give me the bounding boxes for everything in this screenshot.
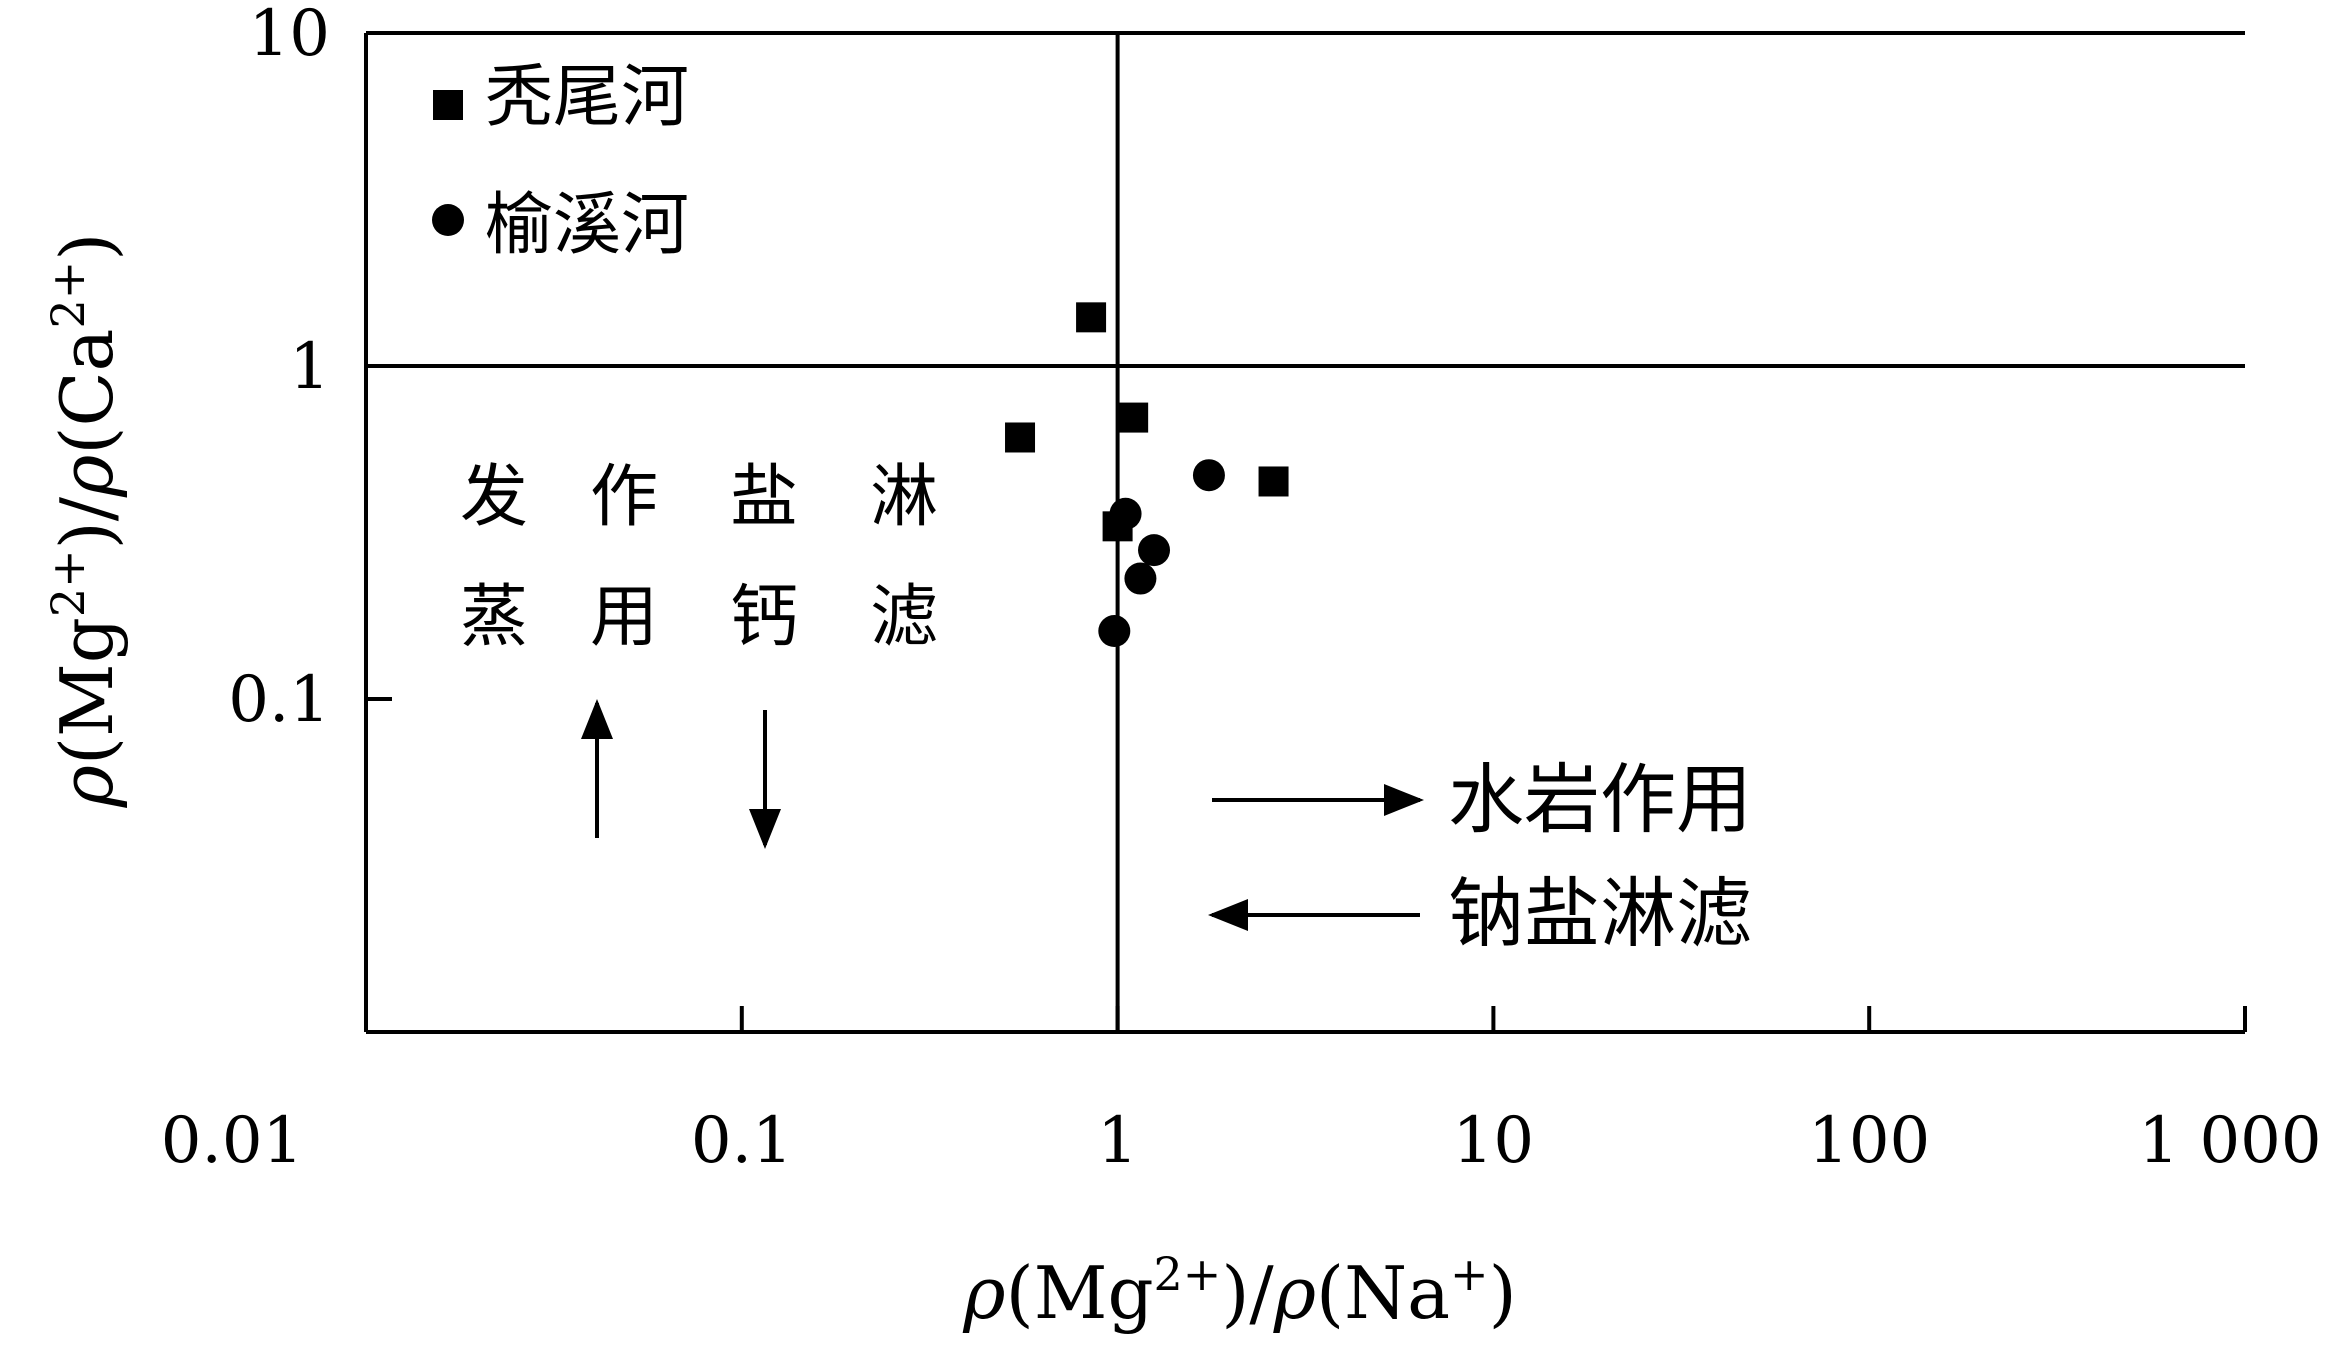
data-point-square (1118, 402, 1149, 433)
y-axis-title: ρ(Mg2+)/ρ(Ca2+) (41, 233, 129, 809)
y-tick-label: 10 (249, 0, 330, 71)
y-title-close-1: )/ (45, 496, 129, 549)
y-title-rho-1: ρ (45, 765, 129, 808)
y-tick-label: 1 (289, 330, 330, 404)
y-tick-labels: 0.1 1 10 (228, 0, 330, 737)
annotation-water-rock: 水岩作用 (1448, 755, 1752, 844)
vertical-annotations: 发蒸作用 盐钙淋滤 (460, 458, 938, 657)
x-tick-labels: 0.01 0.1 1 10 100 1 000 (161, 1104, 2322, 1178)
y-title-sup-2: 2+ (41, 261, 95, 329)
plot-frame (364, 31, 2245, 1034)
legend-square-marker (433, 90, 463, 120)
x-tick-label: 0.01 (161, 1104, 304, 1178)
data-point-circle (1138, 534, 1171, 567)
y-title-rho-2: ρ (45, 455, 129, 498)
x-tick-label: 1 000 (2138, 1104, 2321, 1178)
legend-label-series-1: 秃尾河 (485, 58, 689, 137)
data-point-circle (1192, 459, 1225, 492)
legend: 秃尾河 榆溪河 (432, 58, 689, 265)
x-axis-title: ρ(Mg2+)/ρ(Na+) (962, 1247, 1516, 1335)
annotation-calcium-leaching: 盐钙淋滤 (730, 458, 938, 657)
data-point-circle (1098, 615, 1131, 648)
annotation-evaporation: 发蒸作用 (460, 458, 658, 657)
x-title-rho-2: ρ (1273, 1251, 1316, 1335)
y-tick-label: 0.1 (228, 663, 330, 737)
data-point-square (1005, 422, 1036, 453)
y-title-ca: (Ca (45, 329, 129, 455)
tick-marks (364, 31, 2247, 1032)
x-title-mg: (Mg (1006, 1251, 1154, 1335)
data-point-circle (1109, 497, 1142, 530)
x-title-sup-1: 2+ (1154, 1247, 1222, 1301)
x-title-sup-2: + (1450, 1247, 1489, 1301)
data-point-square (1076, 302, 1107, 333)
y-title-mg: (Mg (45, 617, 129, 765)
data-point-circle (1124, 562, 1157, 595)
legend-circle-marker (432, 204, 464, 236)
y-title-close-2: ) (45, 233, 129, 261)
y-title-sup-1: 2+ (41, 549, 95, 617)
x-tick-label: 10 (1453, 1104, 1534, 1178)
x-title-rho-1: ρ (962, 1251, 1005, 1335)
x-title-close-1: )/ (1221, 1251, 1274, 1335)
x-tick-label: 100 (1808, 1104, 1930, 1178)
x-tick-label: 0.1 (691, 1104, 793, 1178)
x-title-na: (Na (1316, 1251, 1450, 1335)
x-title-close-2: ) (1489, 1251, 1517, 1335)
data-points (1005, 302, 1289, 648)
annotation-sodium-leaching: 钠盐淋滤 (1448, 869, 1752, 958)
data-point-square (1258, 466, 1289, 497)
x-tick-label: 1 (1097, 1104, 1138, 1178)
legend-label-series-2: 榆溪河 (485, 186, 689, 265)
